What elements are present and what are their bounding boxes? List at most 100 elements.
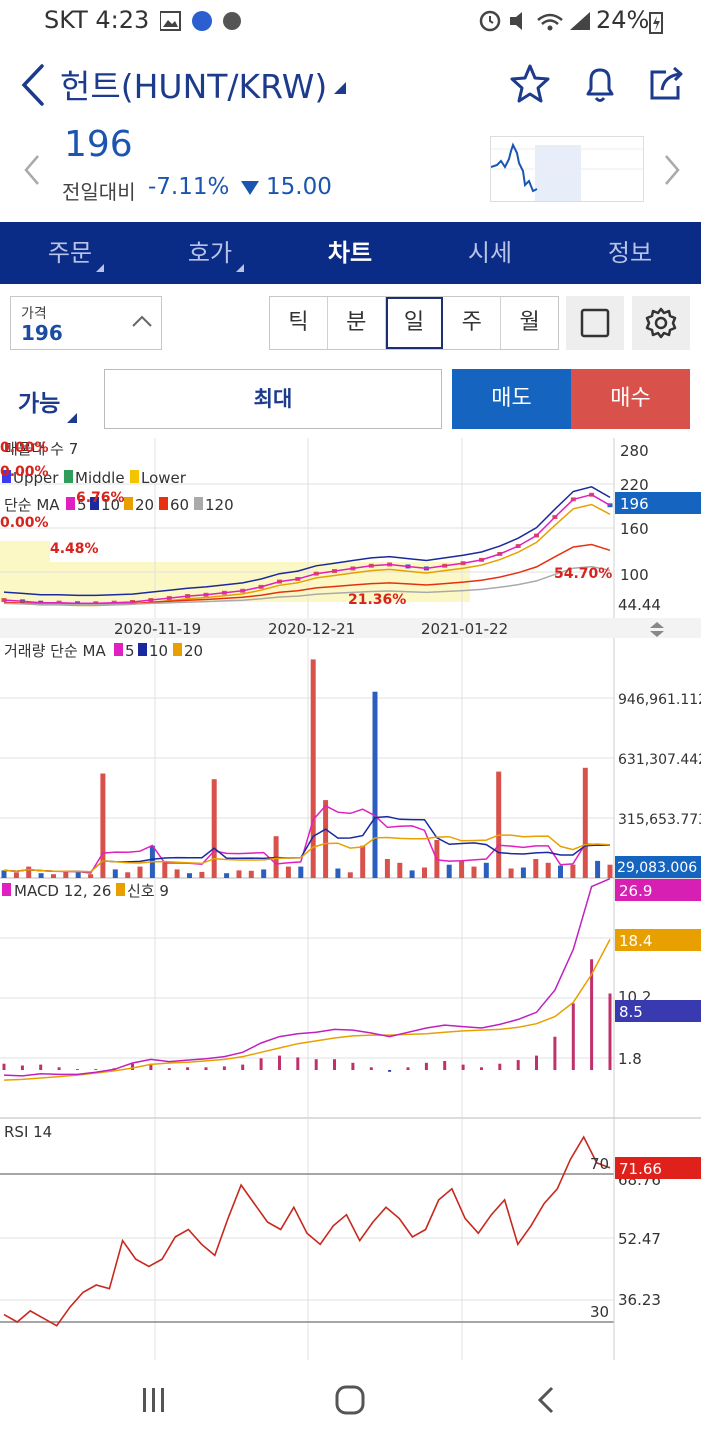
available-label[interactable]: 가능	[18, 391, 61, 417]
current-price-tag-value: 196	[620, 495, 649, 513]
rsi-panel: RSI 14 70 68.76 52.47 36.23 30 71.66	[0, 1118, 701, 1360]
price-input-value[interactable]: 196	[21, 321, 63, 345]
volume-ma-lines	[3, 804, 611, 874]
legend-upper: Upper	[13, 469, 59, 487]
back-arrow-icon[interactable]	[16, 60, 52, 110]
macd-value-tag	[615, 879, 701, 901]
period-month[interactable]: 월	[519, 310, 540, 335]
volume-bar	[446, 864, 452, 878]
tab-info[interactable]: 정보	[607, 239, 653, 267]
macd-value: 26.9	[619, 882, 652, 900]
current-price-tag	[615, 492, 701, 514]
system-nav-bar	[0, 1360, 701, 1440]
volume-bar	[26, 866, 32, 878]
bell-icon[interactable]	[578, 62, 622, 106]
tab-chart[interactable]: 차트	[327, 239, 373, 267]
legend-ma20: 20	[135, 496, 154, 514]
signal-value: 18.4	[619, 932, 652, 950]
date-axis: 2020-11-19 2020-12-21 2021-01-22	[0, 618, 701, 638]
annotation: 0.00%	[0, 440, 49, 456]
legend-swatch-ma20	[124, 497, 133, 510]
volume-panel: 거래량 단순 MA 5 10 20 946,961.112 631,307.44…	[0, 638, 701, 879]
ma120-line	[3, 565, 611, 606]
volume-bar	[137, 866, 143, 878]
page-title[interactable]: 헌트(HUNT/KRW)	[60, 67, 328, 106]
available-dropdown-icon[interactable]	[66, 412, 78, 424]
max-button[interactable]: 최대	[104, 369, 442, 429]
volume-bar	[520, 867, 526, 878]
volume-bar	[397, 862, 403, 878]
battery-percent: 24%	[596, 6, 650, 34]
period-minute[interactable]: 분	[328, 297, 386, 349]
period-tick[interactable]: 틱	[270, 297, 328, 349]
volume-bar	[310, 659, 316, 878]
legend-vma5: 5	[125, 642, 135, 660]
title-dropdown-icon[interactable]	[332, 80, 348, 96]
volume-bar	[533, 859, 539, 878]
volume-ma20-line	[3, 834, 611, 873]
volume-bar	[459, 860, 465, 878]
volume-bar	[162, 860, 168, 878]
legend-swatch-ma10	[90, 497, 99, 510]
back-nav-icon[interactable]	[534, 1384, 558, 1416]
header: 헌트(HUNT/KRW)	[0, 44, 701, 124]
previous-coin-icon[interactable]	[18, 150, 46, 190]
rsi-polyline	[3, 1135, 611, 1327]
annotation: 0.00%	[0, 464, 49, 480]
share-icon[interactable]	[644, 62, 688, 106]
macd-panel: MACD 12, 26 신호 9 10.2 1.8 26.9 18.4 8.5	[0, 878, 701, 1119]
tab-orderbook[interactable]: 호가	[140, 222, 280, 284]
period-week[interactable]: 주	[443, 297, 502, 349]
tab-order-menu-icon	[96, 264, 104, 272]
change-rate: -7.11%	[148, 174, 230, 200]
tab-order[interactable]: 주문	[0, 222, 140, 284]
chevron-up-icon[interactable]	[131, 311, 153, 333]
layout-button[interactable]	[566, 296, 624, 350]
macd-histogram	[2, 959, 612, 1072]
star-icon[interactable]	[508, 62, 552, 106]
annotation: 54.70%	[554, 566, 612, 582]
settings-button[interactable]	[632, 296, 690, 350]
gear-icon	[645, 307, 677, 339]
annotation: 4.48%	[50, 541, 99, 557]
y-tick: 220	[620, 476, 649, 494]
volume-bar	[112, 869, 118, 878]
volume-bar	[595, 860, 601, 878]
x-tick: 2021-01-22	[421, 620, 508, 638]
resize-handle-icon[interactable]	[650, 622, 664, 637]
current-price: 196	[64, 124, 133, 165]
legend-swatch-vma10	[138, 643, 147, 656]
period-day[interactable]: 일	[385, 297, 444, 349]
volume-bar	[88, 874, 94, 878]
legend-swatch-macd	[2, 883, 11, 896]
volume-bar	[261, 869, 267, 878]
tab-bar: 주문 호가 차트 시세 정보	[0, 222, 701, 284]
volume-bar	[360, 845, 366, 878]
volume-bar	[409, 870, 415, 878]
next-coin-icon[interactable]	[658, 150, 686, 190]
mini-price-chart	[490, 136, 644, 202]
volume-bar	[236, 870, 242, 878]
y-tick: 1.8	[618, 1050, 642, 1068]
volume-bars	[1, 659, 613, 878]
volume-bar	[323, 800, 329, 878]
buy-button[interactable]: 매수	[571, 369, 690, 429]
price-input[interactable]: 가격 196	[10, 296, 162, 350]
y-tick: 100	[620, 566, 649, 584]
sell-button[interactable]: 매도	[452, 369, 571, 429]
recent-apps-icon[interactable]	[140, 1386, 168, 1414]
volume-profile-legend: 매물대 수 7	[4, 440, 78, 458]
volume-bar	[174, 869, 180, 878]
ma-legend-label: 단순 MA	[4, 496, 60, 514]
volume-bar	[75, 872, 81, 878]
volume-bar	[570, 864, 576, 878]
chart-area[interactable]: 매물대 수 7 Upper Middle Lower 단순 MA 5 10 20…	[0, 438, 701, 1360]
y-tick: 36.23	[618, 1291, 661, 1309]
volume-bar	[607, 864, 613, 878]
volume-bar	[285, 866, 291, 878]
y-tick: 280	[620, 442, 649, 460]
home-icon[interactable]	[334, 1384, 366, 1416]
volume-ma10-line	[3, 815, 611, 873]
legend-swatch-ma60	[159, 497, 168, 510]
tab-market-price[interactable]: 시세	[467, 239, 513, 267]
